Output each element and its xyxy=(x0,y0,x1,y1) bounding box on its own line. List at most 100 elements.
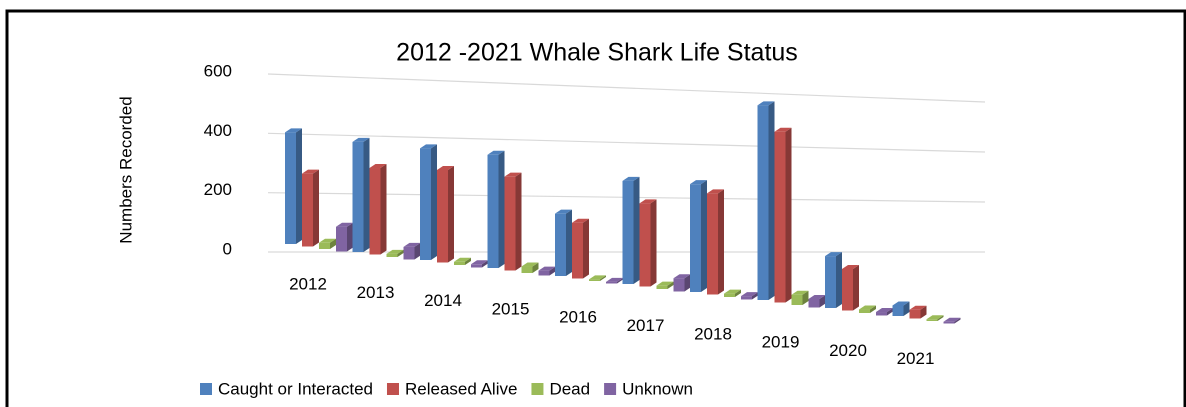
bar-side xyxy=(380,164,387,255)
bar-top xyxy=(403,242,421,247)
bar-front xyxy=(690,184,701,292)
bar xyxy=(707,189,724,295)
chart-frame xyxy=(5,9,1186,407)
bar-top xyxy=(589,275,606,280)
bar-front xyxy=(521,266,533,273)
bar-top xyxy=(724,289,741,294)
bar xyxy=(437,165,454,263)
chart-title: 2012 -2021 Whale Shark Life Status xyxy=(396,39,798,67)
bar-top xyxy=(504,172,522,177)
bar xyxy=(842,264,859,311)
bar xyxy=(454,257,471,265)
bar-side xyxy=(363,137,370,252)
bar-side xyxy=(532,262,539,273)
bar xyxy=(673,274,691,292)
bar-front xyxy=(386,253,398,257)
bar-top xyxy=(774,127,792,132)
bar-top xyxy=(521,262,539,267)
bar-top xyxy=(302,169,319,174)
bar-front xyxy=(285,132,296,244)
bar-side xyxy=(853,264,859,311)
bar xyxy=(572,218,589,279)
bar-side xyxy=(465,257,471,265)
bar xyxy=(369,164,387,255)
x-tick-label: 2014 xyxy=(424,291,462,310)
bar xyxy=(639,199,657,287)
bar-front xyxy=(352,141,364,252)
grid-line xyxy=(267,132,986,153)
x-tick-label: 2016 xyxy=(559,308,597,327)
bar xyxy=(319,238,336,249)
bar-front xyxy=(656,285,668,289)
bar-side xyxy=(752,292,758,300)
bar xyxy=(471,260,488,268)
bar-side xyxy=(735,289,741,297)
bar-side xyxy=(633,176,640,284)
bar-top xyxy=(926,315,944,320)
bar xyxy=(926,315,944,321)
bar xyxy=(859,305,876,313)
bar-side xyxy=(954,317,961,324)
bar-front xyxy=(420,148,431,260)
bar-top xyxy=(437,165,454,170)
bar-top xyxy=(757,101,775,106)
bar-front xyxy=(859,309,870,313)
bar-top xyxy=(892,301,910,306)
bar-side xyxy=(701,180,707,292)
bar-front xyxy=(808,298,820,308)
bar-front xyxy=(336,226,347,252)
bar-side xyxy=(448,165,454,263)
bar-front xyxy=(926,319,938,321)
bar xyxy=(825,252,842,308)
bar-side xyxy=(566,209,572,276)
bar xyxy=(555,209,572,276)
bar xyxy=(487,150,505,268)
bar-side xyxy=(313,169,319,247)
bar xyxy=(876,308,893,316)
bar-front xyxy=(892,305,904,316)
bar xyxy=(622,176,640,284)
bar xyxy=(336,222,353,252)
bar-side xyxy=(718,189,724,295)
bar-side xyxy=(903,301,910,316)
bar-side xyxy=(617,277,623,284)
bar xyxy=(285,128,302,244)
bar xyxy=(791,290,809,305)
bar-side xyxy=(431,144,437,260)
bar-front xyxy=(555,213,566,276)
bar xyxy=(521,262,539,273)
bar-front xyxy=(538,270,550,276)
bar-front xyxy=(724,293,735,297)
legend-swatch xyxy=(200,383,212,395)
bar xyxy=(352,137,370,252)
bar-front xyxy=(589,279,600,281)
bar-front xyxy=(369,168,381,255)
bar xyxy=(589,275,606,281)
legend-swatch xyxy=(531,383,544,395)
bar-front xyxy=(909,309,921,319)
bar xyxy=(741,292,758,300)
bar xyxy=(690,180,707,292)
bar-top xyxy=(336,222,353,227)
bar-top xyxy=(538,266,556,271)
bar-top xyxy=(741,292,758,297)
legend-swatch xyxy=(386,383,399,395)
bar-front xyxy=(403,246,415,260)
bar-side xyxy=(549,266,556,276)
bar-top xyxy=(825,252,842,257)
bar-side xyxy=(836,252,842,308)
bar-front xyxy=(842,268,853,311)
bar-front xyxy=(302,173,313,247)
bar-front xyxy=(454,261,465,265)
bar xyxy=(909,305,927,319)
bar-side xyxy=(802,290,809,305)
y-tick-label: 200 xyxy=(204,180,232,199)
bar-side xyxy=(870,305,876,313)
bar xyxy=(302,169,319,247)
bar-top xyxy=(859,305,876,310)
legend-label: Caught or Interacted xyxy=(218,379,373,398)
bar xyxy=(504,172,522,271)
bar-top xyxy=(690,180,707,185)
bar-top xyxy=(386,249,404,254)
